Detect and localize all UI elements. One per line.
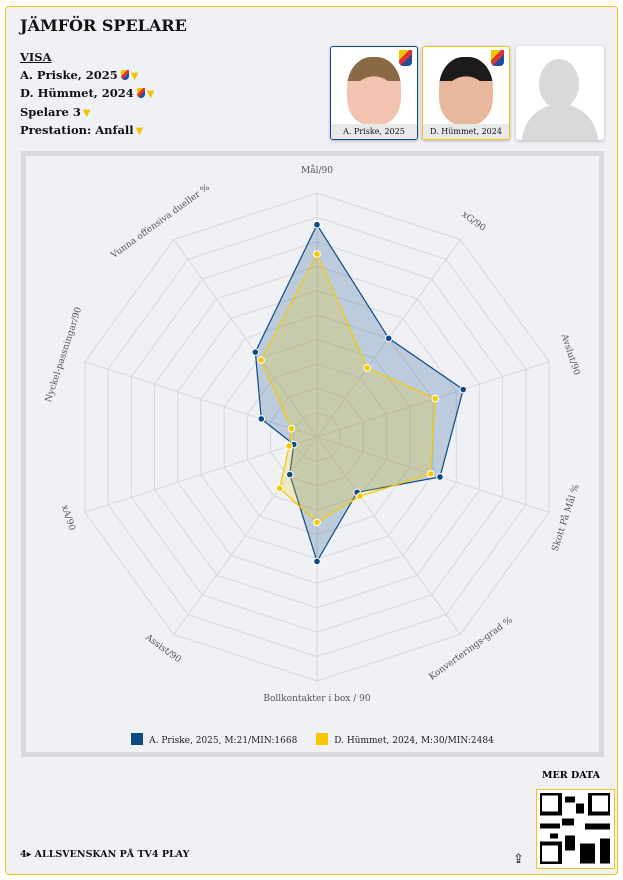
club-shield-icon xyxy=(136,88,145,98)
grid-spoke xyxy=(84,361,318,438)
qr-code[interactable] xyxy=(536,789,615,869)
data-point xyxy=(257,356,265,364)
performance-label: Prestation: Anfall xyxy=(20,123,134,137)
data-point xyxy=(251,348,260,356)
player-card-3-empty[interactable] xyxy=(516,46,604,140)
tv4-play-link[interactable]: 4▸ ALLSVENSKAN PÅ TV4 PLAY xyxy=(20,849,190,860)
legend-swatch xyxy=(131,733,144,745)
axis-label: Konverterings-grad % xyxy=(427,615,514,682)
player-card-2[interactable]: D. Hümmet, 2024 xyxy=(422,46,510,140)
grid-spoke xyxy=(173,239,318,438)
legend: A. Priske, 2025, M:21/MIN:1668 D. Hümmet… xyxy=(21,733,604,746)
dropdown-icon: ▼ xyxy=(135,126,144,137)
data-point xyxy=(356,492,364,501)
player-card-label: A. Priske, 2025 xyxy=(331,124,417,139)
data-point xyxy=(426,470,435,478)
compare-players-card: JÄMFÖR SPELARE VISA A. Priske, 2025 ▼ D. … xyxy=(5,6,618,875)
axis-label: xG/90 xyxy=(460,210,488,234)
axis-label: Avslut/90 xyxy=(558,332,581,377)
avatar-body xyxy=(522,104,598,140)
player2-select[interactable]: D. Hümmet, 2024 ▼ xyxy=(20,85,154,104)
data-point xyxy=(285,470,294,479)
player1-label: A. Priske, 2025 xyxy=(20,67,118,82)
player-photo xyxy=(347,57,401,125)
axis-label: xA/90 xyxy=(59,504,77,532)
data-point xyxy=(313,557,321,566)
dropdown-icon: ▼ xyxy=(82,107,91,119)
player1-select[interactable]: A. Priske, 2025 ▼ xyxy=(20,67,154,86)
legend-item-player1[interactable]: A. Priske, 2025, M:21/MIN:1668 xyxy=(131,733,298,746)
player2-label: D. Hümmet, 2024 xyxy=(20,86,134,100)
axis-label: Assist/90 xyxy=(143,632,183,665)
data-point xyxy=(287,424,296,433)
player-card-1[interactable]: A. Priske, 2025 xyxy=(330,46,418,140)
data-point xyxy=(459,385,467,394)
club-shield-icon xyxy=(120,69,129,80)
radar-chart: Mål/90 xG/90 Avslut/90 Skott På Mål % Konver… xyxy=(26,156,599,752)
controls: VISA A. Priske, 2025 ▼ D. Hümmet, 2024 ▼ S… xyxy=(20,49,154,141)
data-point xyxy=(436,473,444,481)
page-title: JÄMFÖR SPELARE xyxy=(20,16,187,35)
axis-label: Mål/90 xyxy=(301,164,333,176)
player3-select[interactable]: Spelare 3 ▼ xyxy=(20,104,154,123)
legend-swatch xyxy=(316,733,329,745)
grid-spoke xyxy=(316,436,461,635)
data-point xyxy=(363,364,371,372)
data-point xyxy=(313,250,321,258)
player3-label: Spelare 3 xyxy=(20,104,81,119)
dropdown-icon: ▼ xyxy=(130,70,139,82)
axis-label: Bollkontakter i box / 90 xyxy=(263,694,370,704)
data-point xyxy=(285,442,293,450)
radar-chart-panel: Mål/90 xG/90 Avslut/90 Skott På Mål % Konver… xyxy=(21,151,604,757)
dropdown-icon: ▼ xyxy=(146,89,155,100)
data-point xyxy=(313,220,321,229)
legend-label: D. Hümmet, 2024, M:30/MIN:2484 xyxy=(334,736,494,746)
grid-spoke xyxy=(84,436,318,513)
legend-label: A. Priske, 2025, M:21/MIN:1668 xyxy=(149,736,298,746)
club-shield-icon xyxy=(491,50,504,66)
performance-select[interactable]: Prestation: Anfall ▼ xyxy=(20,122,154,141)
data-point xyxy=(431,394,440,403)
share-icon[interactable]: ⇪ xyxy=(513,852,524,867)
legend-item-player2[interactable]: D. Hümmet, 2024, M:30/MIN:2484 xyxy=(316,733,494,746)
avatar-placeholder-icon xyxy=(539,59,579,109)
data-point xyxy=(257,415,266,423)
player-card-label: D. Hümmet, 2024 xyxy=(423,124,509,139)
axis-label: Vunna offensiva dueller % xyxy=(109,183,212,262)
axis-label: Skott På Mål % xyxy=(549,482,582,553)
mer-data-label: MER DATA xyxy=(542,770,600,781)
grid-spoke xyxy=(173,436,318,635)
data-point xyxy=(275,484,284,493)
qr-code-icon xyxy=(538,791,612,866)
club-shield-icon xyxy=(399,50,412,66)
axis-label: Nyckel-passningar/90 xyxy=(44,306,84,404)
data-point xyxy=(313,518,321,527)
visa-label: VISA xyxy=(20,50,52,64)
data-point xyxy=(384,334,393,343)
player-photo xyxy=(439,57,493,125)
